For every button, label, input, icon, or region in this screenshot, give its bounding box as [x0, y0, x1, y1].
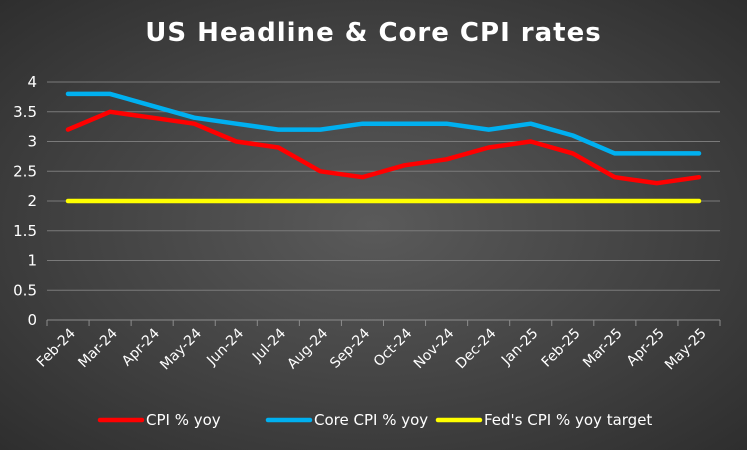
x-tick-label: May-25 — [662, 326, 710, 374]
legend-label: Fed's CPI % yoy target — [484, 411, 652, 429]
y-tick-label: 3.5 — [13, 103, 37, 121]
x-tick-label: Oct-24 — [371, 325, 416, 370]
series-line-core-cpi-yoy — [65, 91, 702, 156]
x-tick-label: Jul-24 — [249, 325, 289, 365]
x-tick-label: Jun-24 — [203, 325, 247, 369]
x-tick-label: Feb-25 — [539, 326, 584, 371]
y-tick-label: 1 — [27, 252, 37, 270]
x-tick-label: Apr-25 — [624, 326, 668, 370]
x-tick-label: Dec-24 — [453, 325, 500, 372]
x-tick-label: Aug-24 — [284, 325, 331, 372]
y-tick-label: 0 — [27, 311, 37, 329]
y-tick-label: 2.5 — [13, 162, 37, 180]
legend-label: CPI % yoy — [146, 411, 221, 429]
x-tick-label: Mar-25 — [580, 326, 626, 372]
y-tick-label: 0.5 — [13, 281, 37, 299]
x-tick-label: May-24 — [157, 325, 205, 373]
x-tick-label: Nov-24 — [411, 325, 458, 372]
y-tick-label: 1.5 — [13, 222, 37, 240]
y-tick-label: 3 — [27, 133, 37, 151]
y-tick-label: 2 — [27, 192, 37, 210]
x-tick-label: Jan-25 — [498, 326, 541, 369]
x-tick-label: Mar-24 — [75, 325, 121, 371]
legend-label: Core CPI % yoy — [314, 411, 428, 429]
chart-title: US Headline & Core CPI rates — [145, 18, 602, 48]
y-tick-label: 4 — [27, 73, 37, 91]
x-tick-label: Sep-24 — [327, 325, 373, 371]
x-tick-label: Feb-24 — [34, 325, 79, 370]
x-tick-label: Apr-24 — [119, 325, 163, 369]
series-line-cpi-yoy — [65, 109, 702, 186]
